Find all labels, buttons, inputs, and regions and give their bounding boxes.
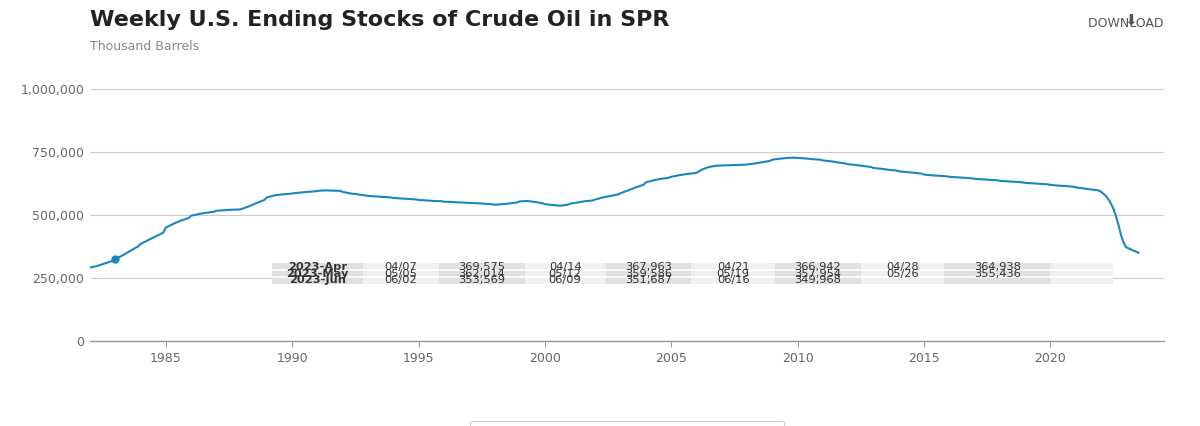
Text: 06/16: 06/16 xyxy=(716,275,750,285)
Text: 349,968: 349,968 xyxy=(794,275,841,285)
Text: 2023-Jun: 2023-Jun xyxy=(289,275,346,285)
Bar xyxy=(944,263,1050,284)
Text: 04/21: 04/21 xyxy=(716,262,750,272)
Text: 357,954: 357,954 xyxy=(794,268,841,279)
Text: 06/02: 06/02 xyxy=(384,275,418,285)
Bar xyxy=(1050,263,1114,284)
Text: 362,014: 362,014 xyxy=(458,268,505,279)
Text: 2023-Apr: 2023-Apr xyxy=(288,262,347,272)
Text: 369,575: 369,575 xyxy=(458,262,505,272)
Text: 355,436: 355,436 xyxy=(973,268,1021,279)
Text: 04/07: 04/07 xyxy=(384,262,418,272)
Text: 359,586: 359,586 xyxy=(625,268,672,279)
Text: Weekly U.S. Ending Stocks of Crude Oil in SPR: Weekly U.S. Ending Stocks of Crude Oil i… xyxy=(90,10,670,30)
Text: Thousand Barrels: Thousand Barrels xyxy=(90,40,199,53)
Bar xyxy=(691,263,775,284)
Text: ⬇: ⬇ xyxy=(1124,14,1138,29)
Text: 04/28: 04/28 xyxy=(886,262,919,272)
Text: 05/19: 05/19 xyxy=(716,268,750,279)
Text: 05/05: 05/05 xyxy=(384,268,418,279)
Text: 351,687: 351,687 xyxy=(625,275,672,285)
Bar xyxy=(860,263,944,284)
Bar xyxy=(362,263,439,284)
Bar xyxy=(272,263,362,284)
Legend: Weekly U.S. Ending Stocks of Crude Oil in SPR: Weekly U.S. Ending Stocks of Crude Oil i… xyxy=(470,421,784,426)
Bar xyxy=(775,263,860,284)
Text: 364,938: 364,938 xyxy=(973,262,1021,272)
Text: DOWNLOAD: DOWNLOAD xyxy=(1080,17,1164,30)
Text: 366,942: 366,942 xyxy=(794,262,841,272)
Bar xyxy=(606,263,691,284)
Text: 2023-May: 2023-May xyxy=(287,268,349,279)
Text: 05/26: 05/26 xyxy=(886,268,919,279)
Text: 367,963: 367,963 xyxy=(625,262,672,272)
Text: 05/12: 05/12 xyxy=(548,268,582,279)
Text: 353,569: 353,569 xyxy=(458,275,505,285)
Bar xyxy=(439,263,524,284)
Bar xyxy=(524,263,606,284)
Text: 04/14: 04/14 xyxy=(548,262,581,272)
Text: 06/09: 06/09 xyxy=(548,275,582,285)
